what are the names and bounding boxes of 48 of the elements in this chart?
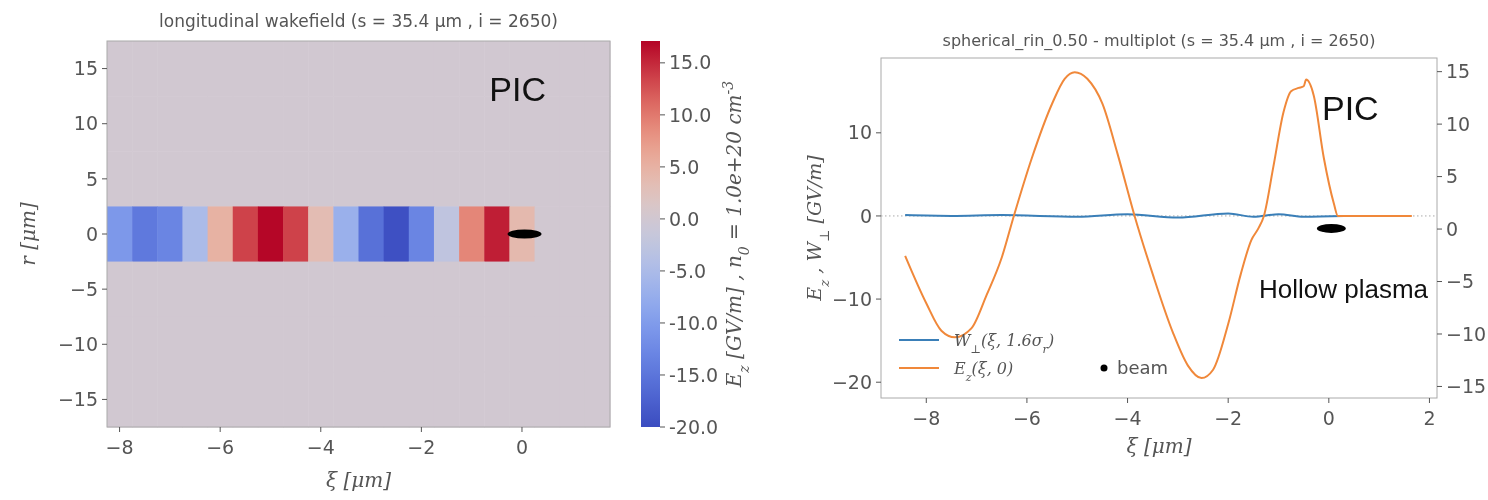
color-bar-label: 5.0 bbox=[669, 155, 700, 178]
y-tick-label: 0 bbox=[859, 204, 872, 227]
y2-tick-label: 10 bbox=[1446, 112, 1471, 135]
x-tick-label: 2 bbox=[1423, 407, 1436, 429]
legend-label: E$_{z}$(ξ, 0) bbox=[953, 358, 1014, 384]
color-bar-label: 10.0 bbox=[669, 103, 712, 126]
annotation: PIC bbox=[489, 70, 546, 108]
x-tick-label: −4 bbox=[306, 436, 335, 458]
y-tick-label: 10 bbox=[73, 112, 98, 135]
y-tick-label: −10 bbox=[57, 332, 98, 355]
y-tick-label: −15 bbox=[57, 388, 98, 411]
x-tick-label: −8 bbox=[105, 436, 134, 458]
y-axis-title: r [μm] bbox=[16, 202, 40, 266]
x-tick-label: −6 bbox=[206, 436, 235, 458]
x-tick-label: −2 bbox=[407, 436, 436, 458]
color-bar-label: -5.0 bbox=[669, 259, 707, 282]
chart-title: spherical_rin_0.50 - multiplot (s = 35.4 μm , i = 2650) bbox=[942, 31, 1376, 51]
x-tick-label: 0 bbox=[1322, 407, 1335, 429]
x-tick-label: −2 bbox=[1214, 407, 1243, 429]
y-tick-label: −20 bbox=[831, 370, 872, 393]
y-tick-label: 10 bbox=[847, 121, 872, 144]
color-bar-label: -20.0 bbox=[669, 415, 719, 438]
legend-label: beam bbox=[1117, 357, 1169, 379]
annotation: Hollow plasma bbox=[1259, 274, 1429, 304]
x-axis-title: ξ [μm] bbox=[326, 468, 392, 492]
y2-tick-label: −10 bbox=[1446, 322, 1487, 345]
y2-tick-label: 0 bbox=[1446, 217, 1459, 240]
y2-tick-label: −5 bbox=[1446, 270, 1475, 293]
y-tick-label: 0 bbox=[85, 222, 98, 245]
x-axis-title: ξ [μm] bbox=[1126, 434, 1192, 458]
legend-label: W$_{⊥}$(ξ, 1.6σ$_{r}$) bbox=[954, 330, 1055, 356]
color-bar-label: -15.0 bbox=[669, 363, 719, 386]
color-bar-label: 15.0 bbox=[669, 51, 712, 74]
y-tick-label: 15 bbox=[73, 57, 98, 80]
x-tick-label: −8 bbox=[912, 407, 941, 429]
x-tick-label: −4 bbox=[1113, 407, 1142, 429]
x-tick-label: −6 bbox=[1012, 407, 1041, 429]
annotation: PIC bbox=[1322, 89, 1379, 127]
y-tick-label: −10 bbox=[831, 287, 872, 310]
y-tick-label: 5 bbox=[85, 167, 98, 190]
color-bar-label: -10.0 bbox=[669, 311, 719, 334]
y2-tick-label: −15 bbox=[1446, 375, 1487, 398]
color-bar-label: 0.0 bbox=[669, 207, 700, 230]
y-tick-label: −5 bbox=[69, 277, 98, 300]
x-tick-label: 0 bbox=[515, 436, 529, 458]
y2-tick-label: 5 bbox=[1446, 165, 1459, 188]
y2-tick-label: 15 bbox=[1446, 60, 1471, 83]
chart-title: longitudinal wakefield (s = 35.4 μm , i = 2650) bbox=[159, 11, 558, 31]
